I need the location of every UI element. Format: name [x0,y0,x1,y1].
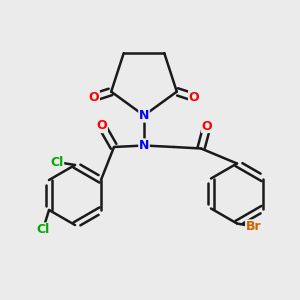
Text: O: O [97,119,107,133]
Text: Cl: Cl [50,155,64,169]
Text: N: N [139,139,149,152]
Text: N: N [139,109,149,122]
Text: O: O [89,91,99,104]
Text: O: O [189,91,199,104]
Text: Br: Br [246,220,261,233]
Text: O: O [202,119,212,133]
Text: Cl: Cl [36,223,50,236]
